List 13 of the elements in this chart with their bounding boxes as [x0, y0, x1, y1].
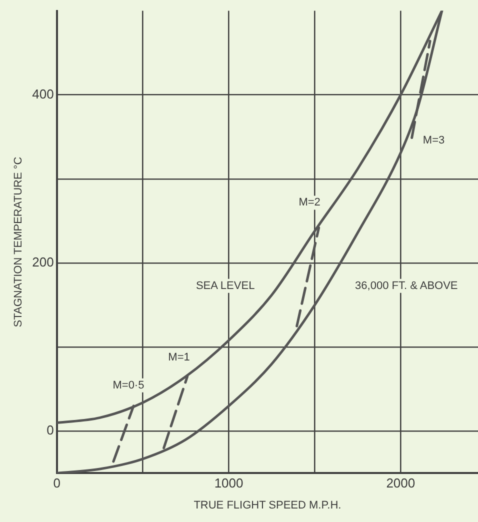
- y-tick-label: 0: [46, 422, 54, 438]
- annotation: M=2: [298, 196, 320, 209]
- annotation: SEA LEVEL: [196, 280, 255, 292]
- annotation: 36,000 FT. & ABOVE: [355, 280, 458, 292]
- x-axis-title: TRUE FLIGHT SPEED M.P.H.: [194, 499, 342, 512]
- annotation: M=0·5: [112, 379, 144, 392]
- y-tick-label: 200: [32, 254, 54, 270]
- annotation: M=3: [422, 134, 445, 146]
- y-tick-label: 400: [32, 86, 54, 102]
- x-tick-label: 1000: [214, 476, 244, 491]
- annotation: M=1: [168, 352, 190, 364]
- x-tick-label: 2000: [386, 476, 416, 491]
- y-axis-title: STAGNATION TEMPERATURE °C: [12, 156, 25, 328]
